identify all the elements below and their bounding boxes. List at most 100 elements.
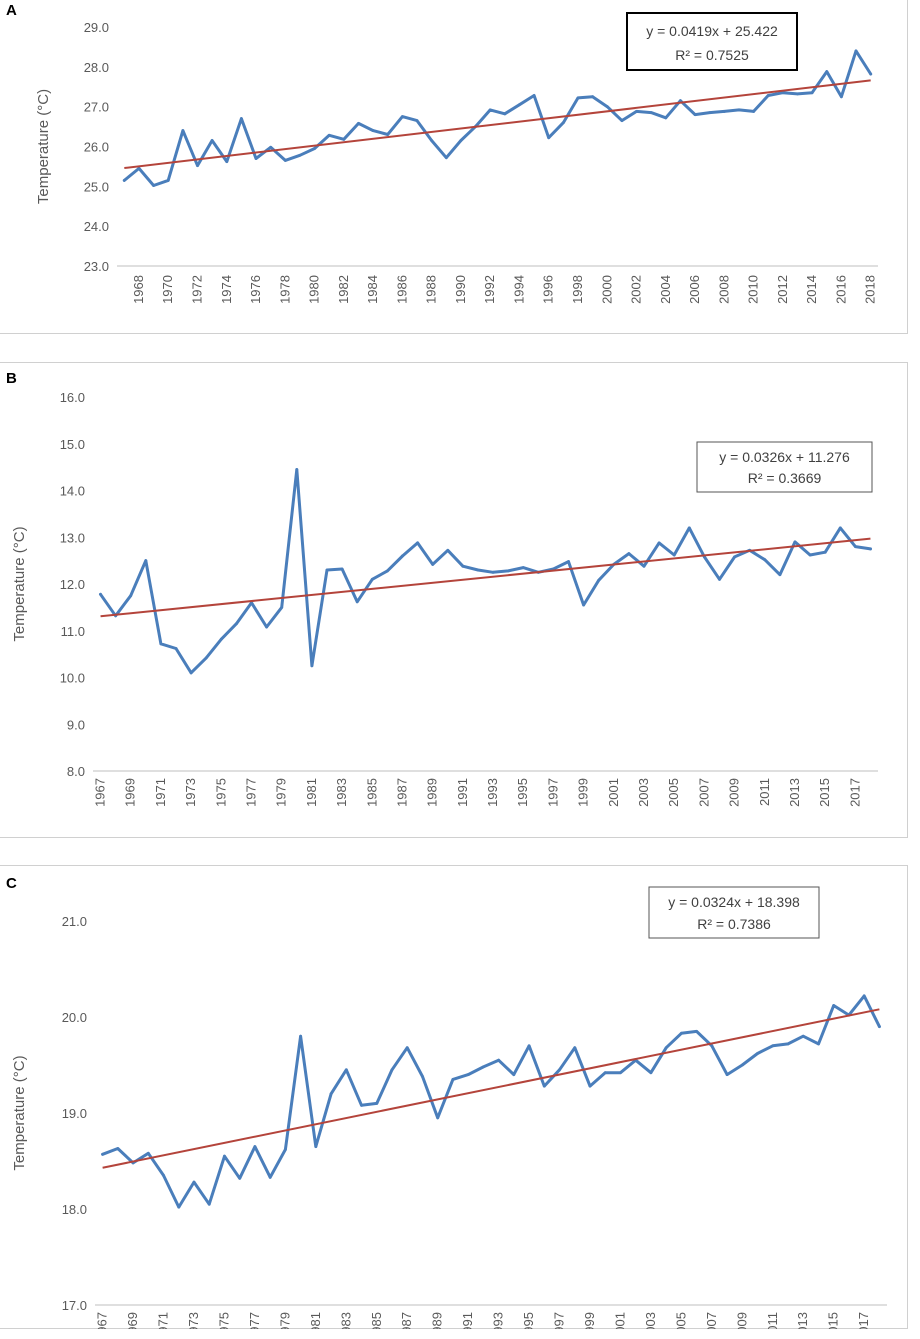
y-tick-label: 18.0	[62, 1202, 87, 1217]
data-point	[415, 119, 419, 123]
data-point	[459, 139, 463, 142]
data-point	[340, 567, 344, 571]
data-point	[325, 568, 329, 572]
temperature-series-line	[122, 49, 873, 187]
data-point	[752, 110, 756, 113]
x-tick-label: 1976	[248, 275, 263, 304]
data-point	[327, 133, 331, 137]
data-point	[542, 1084, 546, 1088]
x-tick-label: 2001	[612, 1312, 627, 1329]
data-point	[796, 92, 799, 96]
x-tick-label: 2013	[787, 778, 802, 807]
x-tick-label: 1979	[277, 1312, 292, 1329]
x-tick-label: 1980	[307, 275, 322, 304]
x-tick-label: 1997	[545, 778, 560, 807]
data-point	[390, 1068, 394, 1072]
data-point	[597, 578, 601, 582]
y-tick-label: 28.0	[84, 60, 109, 75]
data-point	[737, 108, 741, 112]
x-tick-label: 2004	[658, 275, 673, 304]
panel-letter-a: A	[6, 2, 17, 19]
data-point	[497, 1058, 501, 1062]
data-point	[718, 577, 721, 581]
trendline-equation: y = 0.0326x + 11.276	[719, 449, 850, 465]
data-point	[444, 156, 448, 160]
data-point	[573, 1046, 577, 1050]
x-tick-label: 1992	[482, 275, 497, 304]
data-point	[488, 108, 492, 112]
data-point	[314, 1145, 318, 1148]
trendline-equation-box	[696, 441, 873, 493]
x-tick-label: 1989	[430, 1312, 445, 1329]
data-point	[357, 121, 360, 125]
data-point	[810, 91, 814, 95]
data-point	[649, 111, 653, 115]
x-tick-label: 1999	[576, 778, 591, 807]
data-point	[189, 671, 193, 675]
data-point	[269, 145, 273, 149]
data-point	[521, 566, 525, 570]
x-tick-label: 1987	[399, 1312, 414, 1329]
data-point	[869, 547, 872, 551]
data-point	[778, 573, 782, 577]
x-tick-label: 1973	[183, 778, 198, 807]
data-point	[642, 564, 646, 568]
trendline-equation-box	[626, 12, 798, 71]
data-point	[838, 526, 842, 530]
data-point	[567, 560, 570, 563]
data-point	[385, 569, 389, 573]
data-point	[854, 49, 858, 53]
data-point	[342, 137, 346, 141]
x-tick-label: 1969	[123, 778, 138, 807]
data-point	[722, 110, 726, 113]
panel-letter-b: B	[6, 370, 17, 387]
x-tick-label: 1983	[338, 1312, 353, 1329]
data-point	[740, 1063, 744, 1067]
x-tick-label: 2005	[666, 778, 681, 807]
panel-c: 17.0 18.0 19.0 20.0 21.0 1967 1969 1971 1973 1975…	[0, 865, 908, 1329]
trendline-equation-box	[648, 886, 820, 939]
x-tick-label: 1977	[244, 778, 259, 807]
data-point	[283, 1148, 287, 1151]
x-tick-label: 2013	[795, 1312, 810, 1329]
x-tick-label: 1993	[491, 1312, 506, 1329]
data-point	[725, 1073, 729, 1076]
data-point	[518, 103, 521, 107]
y-tick-label: 13.0	[60, 530, 85, 545]
data-point	[627, 552, 631, 556]
x-tick-label: 2012	[775, 275, 790, 304]
trendline-equation: y = 0.0419x + 25.422	[646, 23, 778, 39]
x-tick-label: 1991	[455, 778, 470, 807]
x-tick-label: 2011	[765, 1312, 780, 1329]
data-point	[695, 1030, 699, 1033]
data-point	[298, 153, 302, 157]
data-point	[400, 115, 404, 119]
y-axis-label: Temperature (°C)	[11, 1055, 28, 1170]
data-point	[295, 468, 299, 471]
temperature-series-line	[101, 994, 881, 1209]
x-tick-label: 1997	[552, 1312, 567, 1329]
x-tick-label: 2007	[696, 778, 711, 807]
chart-c: 17.0 18.0 19.0 20.0 21.0 1967 1969 1971 1973 1975…	[11, 886, 887, 1329]
data-point	[808, 553, 812, 557]
data-point	[421, 1075, 424, 1078]
data-point	[491, 570, 495, 574]
data-point	[862, 994, 866, 998]
y-tick-label: 27.0	[84, 100, 109, 115]
data-point	[99, 592, 102, 596]
data-point	[527, 1044, 531, 1048]
y-tick-label: 12.0	[60, 577, 85, 592]
data-point	[476, 568, 480, 572]
x-tick-label: 1978	[277, 275, 292, 304]
data-point	[254, 157, 258, 160]
data-point	[766, 94, 770, 97]
data-point	[265, 625, 269, 629]
data-point	[239, 117, 243, 121]
data-point	[649, 1071, 653, 1075]
x-tick-label: 1986	[394, 275, 409, 304]
data-point	[657, 541, 661, 545]
x-tick-label: 1998	[570, 275, 585, 304]
x-tick-label: 1994	[511, 275, 526, 304]
data-point	[532, 94, 536, 97]
linear-trend-line	[100, 537, 871, 618]
